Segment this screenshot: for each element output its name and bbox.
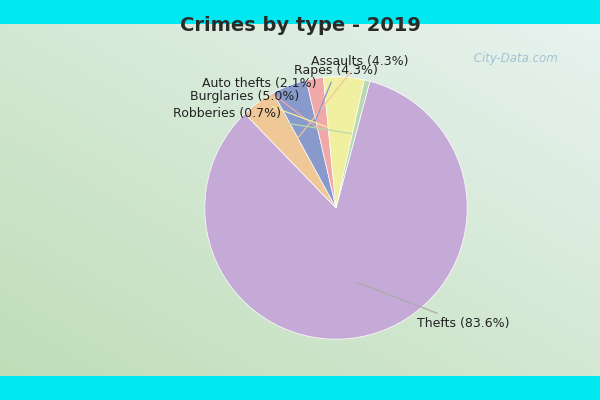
- Text: Burglaries (5.0%): Burglaries (5.0%): [190, 90, 338, 131]
- Wedge shape: [307, 78, 336, 208]
- Text: Crimes by type - 2019: Crimes by type - 2019: [179, 16, 421, 35]
- Text: Auto thefts (2.1%): Auto thefts (2.1%): [202, 77, 322, 131]
- Text: Assaults (4.3%): Assaults (4.3%): [293, 54, 409, 144]
- Wedge shape: [323, 77, 364, 208]
- Wedge shape: [245, 93, 336, 208]
- Wedge shape: [273, 80, 336, 208]
- Text: City-Data.com: City-Data.com: [470, 52, 558, 65]
- Text: Thefts (83.6%): Thefts (83.6%): [358, 283, 510, 330]
- Wedge shape: [336, 80, 370, 208]
- Text: Robberies (0.7%): Robberies (0.7%): [173, 107, 352, 134]
- Wedge shape: [205, 81, 467, 339]
- Text: Rapes (4.3%): Rapes (4.3%): [294, 64, 378, 134]
